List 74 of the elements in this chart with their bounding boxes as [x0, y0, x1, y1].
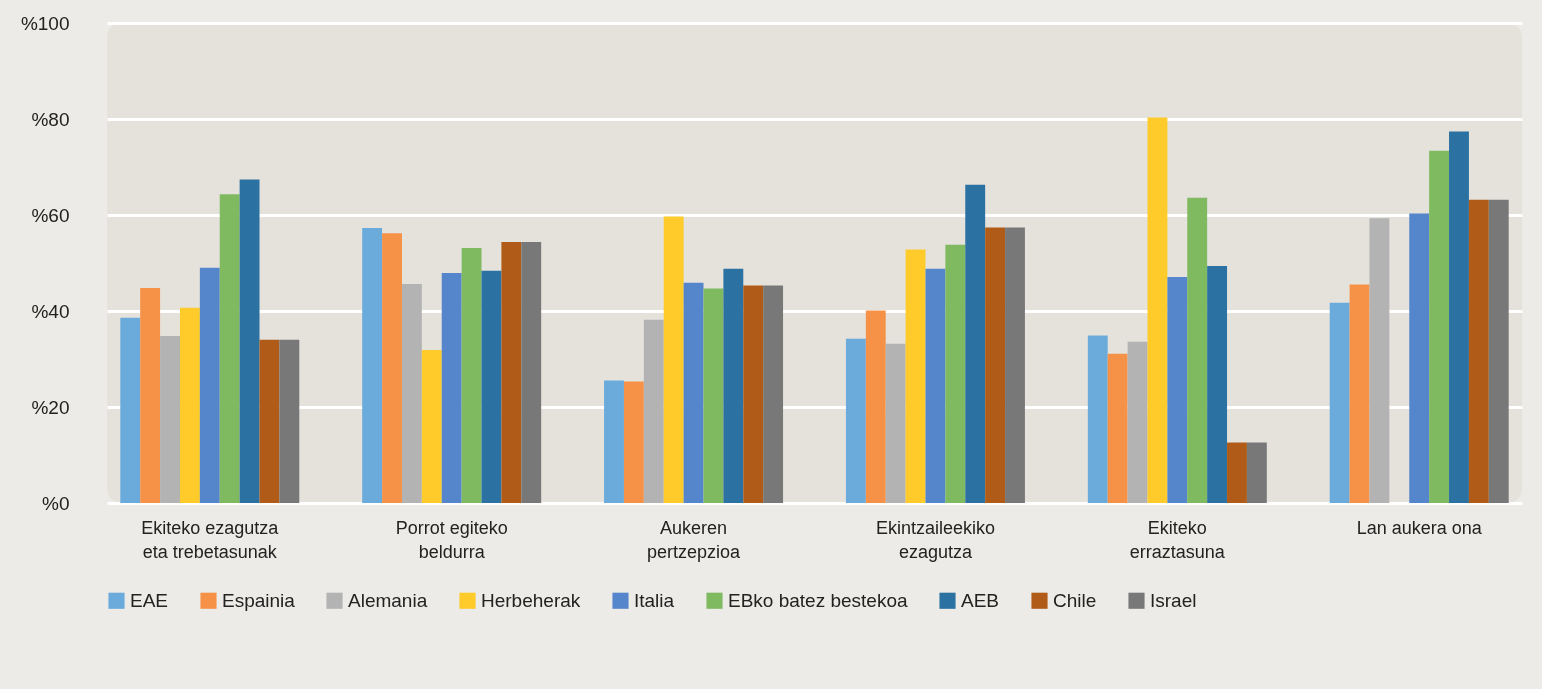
x-tick-label: Ekiteko erraztasuna [1129, 517, 1226, 562]
bar [120, 317, 141, 503]
bar [421, 349, 442, 503]
legend-label: EBko batez bestekoa [728, 589, 908, 611]
bar [885, 343, 906, 503]
bar [1449, 131, 1469, 503]
x-tick-label: Ekintzaileekiko ezagutza [875, 517, 995, 562]
x-tick-label: Aukeren pertzepzioa [647, 517, 742, 562]
bar [1107, 353, 1128, 503]
bar [179, 307, 200, 503]
bar [845, 338, 866, 503]
bar [1329, 302, 1350, 503]
bar [1409, 213, 1430, 503]
bar [643, 319, 664, 503]
y-tick-label: %40 [31, 300, 70, 322]
bar [865, 310, 886, 503]
bar [1005, 227, 1025, 503]
bar [1468, 199, 1489, 503]
bar [1207, 265, 1228, 503]
bar [199, 267, 220, 503]
bar [945, 244, 966, 503]
bar [160, 335, 180, 503]
legend-label: Herbeherak [481, 589, 581, 611]
y-tick-label: %80 [31, 108, 70, 130]
y-tick-label: %60 [31, 204, 70, 226]
bar [623, 381, 644, 503]
bar [763, 285, 784, 503]
bar [362, 227, 383, 503]
bar [925, 268, 946, 503]
bar [481, 270, 502, 503]
bar [1127, 341, 1148, 503]
legend-label: Alemania [348, 589, 428, 611]
y-tick-label: %100 [20, 12, 70, 34]
bar [279, 339, 300, 503]
bar [461, 248, 482, 503]
bar [401, 284, 422, 503]
bar [1227, 442, 1247, 503]
bar [1147, 117, 1168, 503]
bar [965, 184, 986, 503]
bar [1167, 276, 1188, 503]
bar [1429, 150, 1450, 503]
bar [1087, 335, 1108, 503]
bar [501, 241, 522, 503]
bar [985, 227, 1006, 503]
bar [1369, 218, 1390, 503]
x-tick-label: Lan aukera ona [1356, 517, 1483, 538]
x-tick-label: Porrot egiteko beldurra [395, 517, 508, 562]
bar [219, 194, 240, 503]
legend-label: Espainia [222, 589, 296, 611]
bar [905, 249, 926, 503]
legend-label: Israel [1150, 589, 1197, 611]
y-tick-label: %20 [31, 396, 70, 418]
bar [683, 282, 704, 503]
bar [1187, 197, 1208, 503]
legend-label: AEB [961, 589, 1000, 611]
legend-label: Italia [634, 589, 675, 611]
bar [1349, 284, 1370, 503]
bar [663, 216, 684, 503]
bar [521, 241, 542, 503]
legend-label: EAE [130, 589, 169, 611]
bar [604, 380, 624, 503]
bar [239, 179, 260, 503]
bar [140, 287, 161, 503]
legend-label: Chile [1053, 589, 1097, 611]
bar [382, 233, 402, 503]
bar [1488, 199, 1509, 503]
bar [1246, 442, 1267, 503]
bar [441, 273, 462, 503]
y-tick-label: %0 [42, 492, 70, 514]
x-tick-label: Ekiteko ezagutza eta trebetasunak [141, 517, 280, 562]
bar [743, 285, 764, 503]
bar [259, 339, 280, 503]
bar [703, 288, 724, 503]
bar [723, 268, 744, 503]
